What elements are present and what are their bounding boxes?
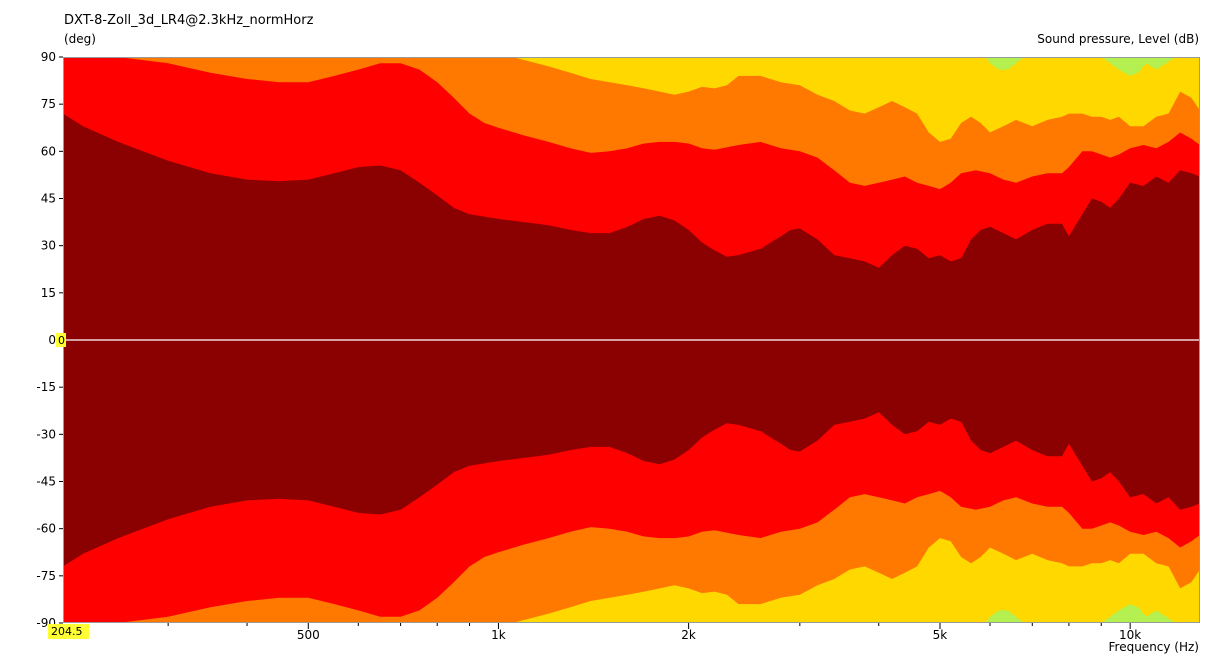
y-tick-label: 90 bbox=[41, 50, 56, 64]
y-tick-label: -30 bbox=[36, 427, 56, 441]
y-tick-label: 15 bbox=[41, 286, 56, 300]
y-cursor-highlight bbox=[56, 333, 66, 347]
y-tick-label: 45 bbox=[41, 192, 56, 206]
y-tick-label: -15 bbox=[36, 380, 56, 394]
x-cursor-highlight bbox=[48, 624, 89, 639]
x-tick-label: 10k bbox=[1119, 628, 1141, 642]
x-axis-label: Frequency (Hz) bbox=[1108, 640, 1200, 654]
y-tick-label: -75 bbox=[36, 569, 56, 583]
y-tick-label: 75 bbox=[41, 97, 56, 111]
level-unit-label: Sound pressure, Level (dB) bbox=[1037, 32, 1199, 46]
chart-title: DXT-8-Zoll_3d_LR4@2.3kHz_normHorz bbox=[64, 13, 314, 28]
x-axis: 500 1k 2k 5k 10k bbox=[167, 623, 1141, 642]
cursor-markers: 0 204.5 bbox=[48, 333, 89, 639]
x-tick-label: 5k bbox=[933, 628, 948, 642]
y-tick-label: -60 bbox=[36, 522, 56, 536]
x-cursor-label: 204.5 bbox=[51, 625, 83, 638]
y-tick-label: 30 bbox=[41, 239, 56, 253]
y-axis-unit-label: (deg) bbox=[64, 32, 96, 46]
x-tick-label: 1k bbox=[491, 628, 506, 642]
x-tick-label: 500 bbox=[297, 628, 320, 642]
y-cursor-label: 0 bbox=[58, 334, 65, 347]
x-tick-label: 2k bbox=[681, 628, 696, 642]
y-tick-label: 0 bbox=[48, 333, 56, 347]
y-tick-label: -45 bbox=[36, 475, 56, 489]
y-tick-label: 60 bbox=[41, 144, 56, 158]
